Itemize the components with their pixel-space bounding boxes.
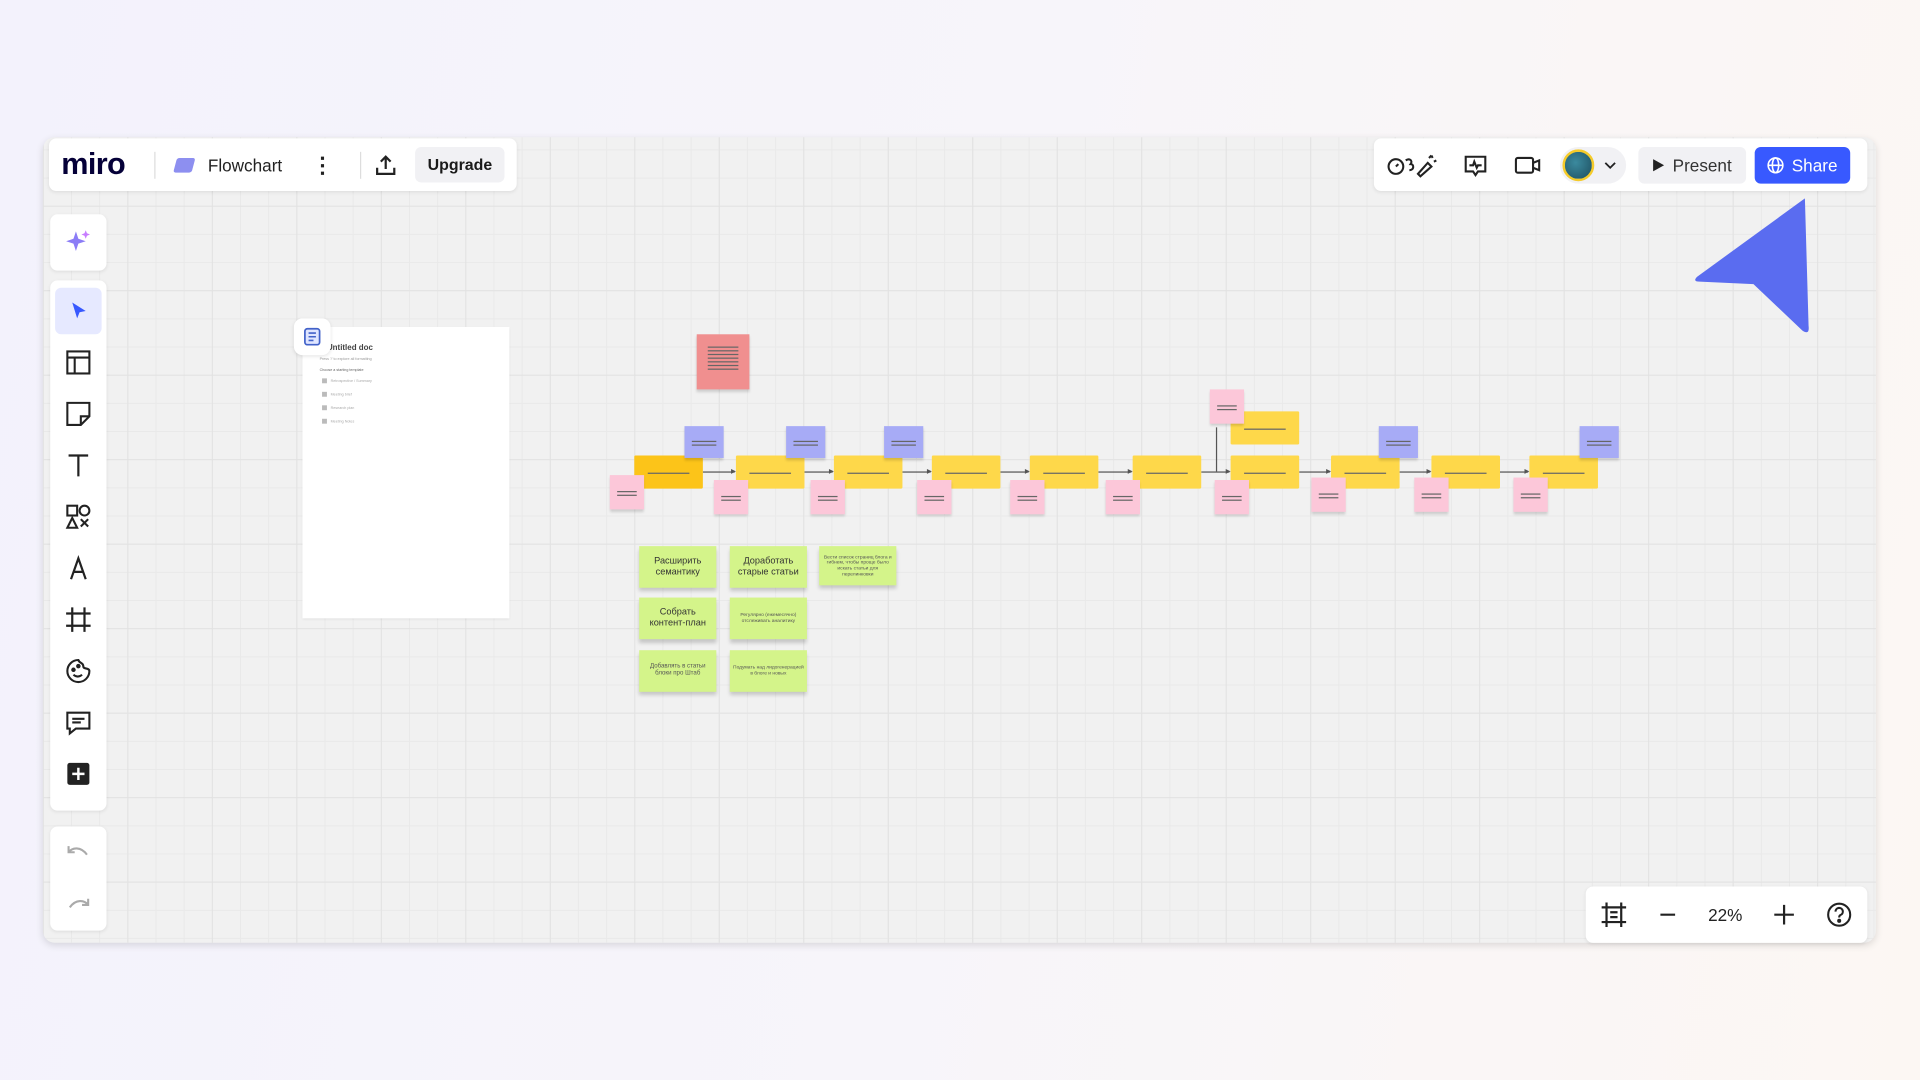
shapes-tool[interactable] xyxy=(55,493,102,540)
sticky-note[interactable] xyxy=(684,426,724,458)
stickers-tool[interactable] xyxy=(55,648,102,695)
doc-widget[interactable]: Untitled doc Press '/' to explore all fo… xyxy=(302,326,510,619)
avatar[interactable] xyxy=(1562,148,1595,181)
templates-tool[interactable] xyxy=(55,339,102,386)
collaboration-toolbar: Present Share xyxy=(1373,138,1868,192)
reactions-timer-icon[interactable] xyxy=(1386,151,1440,178)
video-call-icon[interactable] xyxy=(1513,152,1542,176)
sticky-note[interactable] xyxy=(696,334,750,390)
sticky-note[interactable]: Собрать контент-план xyxy=(639,597,717,640)
sticky-note[interactable] xyxy=(786,426,826,458)
undo-icon[interactable] xyxy=(66,844,90,861)
add-more-tool[interactable] xyxy=(55,751,102,798)
zoom-controls: 22% xyxy=(1585,886,1868,943)
sticky-note[interactable] xyxy=(713,480,749,515)
process-box[interactable] xyxy=(1230,411,1300,445)
upgrade-button[interactable]: Upgrade xyxy=(415,146,505,183)
sparkle-icon xyxy=(66,230,91,252)
zoom-in-icon[interactable] xyxy=(1773,904,1795,926)
frame-tool[interactable] xyxy=(55,596,102,643)
sticky-note[interactable] xyxy=(1414,477,1449,512)
doc-template-label: Choose a starting template xyxy=(319,367,364,373)
sticky-note[interactable] xyxy=(1209,389,1245,424)
board-title[interactable]: Flowchart xyxy=(207,154,283,175)
doc-template-item[interactable]: Meeting brief xyxy=(322,391,495,397)
sticky-note[interactable] xyxy=(1378,426,1418,458)
sticky-note[interactable]: Вести список страниц блога и гибнем, что… xyxy=(819,546,897,586)
doc-icon xyxy=(293,318,331,356)
miro-logo[interactable]: miro xyxy=(61,146,126,182)
sticky-note[interactable]: Добавлять в статьи блоки про Штаб xyxy=(639,650,717,692)
process-box[interactable] xyxy=(833,455,903,489)
zoom-out-icon[interactable] xyxy=(1658,905,1678,925)
sticky-note[interactable] xyxy=(810,480,845,515)
connector-arrow xyxy=(1299,468,1332,474)
sticky-note[interactable] xyxy=(609,475,645,510)
process-box[interactable] xyxy=(1132,455,1202,489)
doc-template-item[interactable]: Research plan xyxy=(322,405,495,411)
sticky-note[interactable] xyxy=(1513,477,1548,512)
divider xyxy=(154,151,156,179)
connector-arrow xyxy=(1098,468,1133,474)
connector-arrow xyxy=(1399,468,1432,474)
present-button[interactable]: Present xyxy=(1638,146,1747,184)
select-tool[interactable] xyxy=(55,287,102,335)
sticky-note[interactable]: Регулярно (ежемесячно) отслеживать анали… xyxy=(729,597,807,640)
sticky-note[interactable] xyxy=(1311,477,1346,512)
sticky-note[interactable]: Подумать над лидогенерацией в блоге и но… xyxy=(729,650,807,692)
pen-tool[interactable] xyxy=(55,545,102,592)
board-header: miro Flowchart ⋮ Upgrade xyxy=(48,138,517,192)
sticky-note[interactable]: Расширить семантику xyxy=(639,546,717,588)
user-menu[interactable] xyxy=(1560,146,1627,184)
connector-arrow xyxy=(804,468,834,474)
more-options-icon[interactable]: ⋮ xyxy=(311,152,334,177)
redo-icon[interactable] xyxy=(66,896,90,913)
sticky-note[interactable] xyxy=(1010,480,1045,515)
history-toolbar xyxy=(50,826,107,931)
sticky-note[interactable] xyxy=(917,480,952,515)
ai-button[interactable] xyxy=(50,214,107,271)
connector-arrow xyxy=(1201,468,1231,474)
text-tool[interactable] xyxy=(55,442,102,489)
sticky-note[interactable]: Доработать старые статьи xyxy=(729,546,807,588)
play-icon xyxy=(1653,158,1665,171)
doc-title: Untitled doc xyxy=(326,344,373,353)
zoom-level[interactable]: 22% xyxy=(1708,904,1743,925)
doc-template-item[interactable]: Meeting Notes xyxy=(322,418,495,424)
doc-template-item[interactable]: Retrospective / Summary xyxy=(322,378,495,384)
fit-to-screen-icon[interactable] xyxy=(1601,901,1628,928)
chevron-down-icon[interactable] xyxy=(1604,160,1616,170)
connector-arrow xyxy=(1500,468,1530,474)
sticky-note[interactable] xyxy=(1105,480,1141,515)
connector-arrow xyxy=(902,468,932,474)
divider xyxy=(360,151,362,179)
present-label: Present xyxy=(1672,154,1732,175)
board-canvas[interactable] xyxy=(42,137,1876,943)
process-box[interactable] xyxy=(634,455,703,489)
comment-tool[interactable] xyxy=(55,699,102,746)
globe-icon xyxy=(1767,156,1784,173)
sticky-note[interactable] xyxy=(884,426,924,458)
activity-icon[interactable] xyxy=(1462,151,1489,178)
connector-arrow xyxy=(702,468,736,474)
sticky-note-tool[interactable] xyxy=(55,391,102,438)
board-icon xyxy=(173,157,196,173)
share-label: Share xyxy=(1791,154,1838,175)
share-button[interactable]: Share xyxy=(1755,146,1850,184)
doc-subtitle: Press '/' to explore all formatting xyxy=(319,356,372,362)
sticky-note[interactable] xyxy=(1579,426,1619,458)
sticky-note[interactable] xyxy=(1214,480,1249,515)
left-toolbar xyxy=(50,280,107,811)
connector-arrow xyxy=(1000,468,1030,474)
help-icon[interactable] xyxy=(1825,901,1852,928)
cursor-arrow-icon xyxy=(1695,198,1809,333)
export-icon[interactable] xyxy=(374,152,398,176)
connector-line xyxy=(1215,427,1218,472)
